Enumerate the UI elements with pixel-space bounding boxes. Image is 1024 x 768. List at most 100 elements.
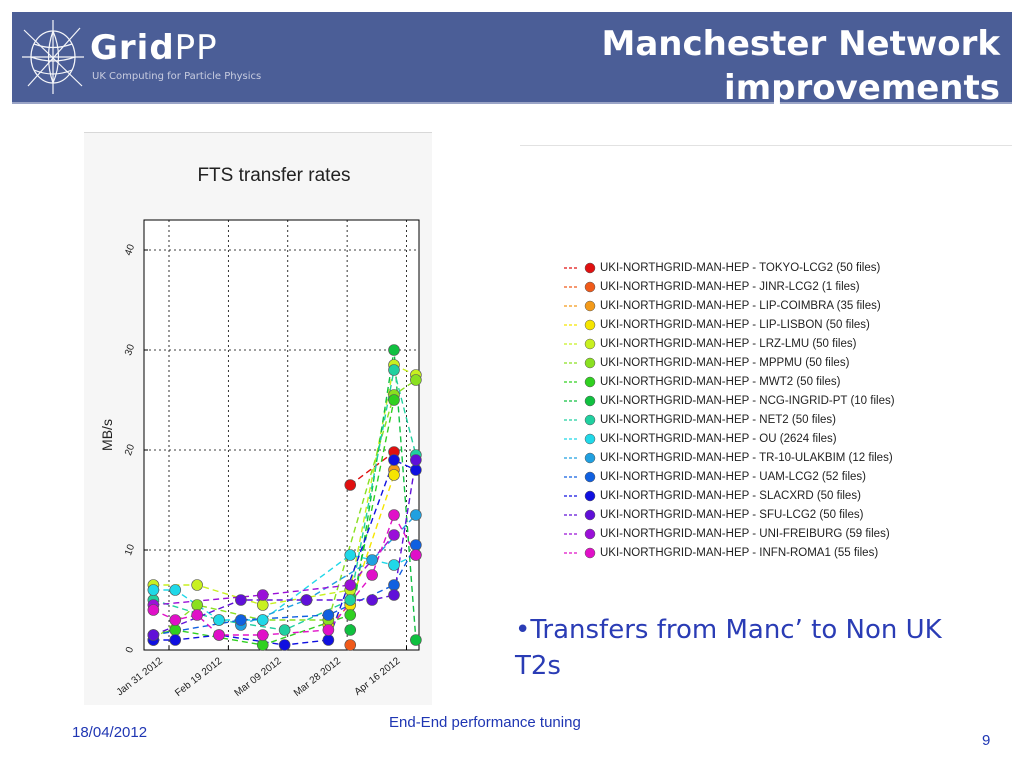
gridpp-globe-icon: [22, 20, 84, 94]
data-point: [213, 629, 225, 641]
footer-date: 18/04/2012: [72, 724, 148, 741]
legend-label: UKI-NORTHGRID-MAN-HEP - TR-10-ULAKBIM (1…: [600, 451, 893, 464]
series-line-15: [153, 513, 417, 636]
legend-marker-icon: [564, 528, 596, 540]
data-point: [344, 609, 357, 621]
data-point: [410, 454, 422, 466]
chart-title: FTS transfer rates: [197, 165, 350, 186]
bullet-text: •Transfers from Manc’ to Non UK T2s: [515, 615, 942, 681]
data-point: [278, 639, 291, 651]
data-point: [256, 589, 269, 601]
legend-item: UKI-NORTHGRID-MAN-HEP - UNI-FREIBURG (59…: [560, 524, 920, 543]
legend-item: UKI-NORTHGRID-MAN-HEP - TR-10-ULAKBIM (1…: [560, 448, 920, 467]
series-line-3: [327, 474, 395, 626]
legend-item: UKI-NORTHGRID-MAN-HEP - LRZ-LMU (50 file…: [560, 334, 920, 353]
data-point: [213, 614, 225, 626]
data-point: [410, 549, 422, 561]
slide-title: Manchester Network improvements: [440, 22, 1000, 110]
legend-marker-icon: [564, 433, 596, 445]
data-point: [388, 579, 400, 591]
y-tick-label: 20: [123, 443, 137, 458]
x-tick-label: Mar 09 2012: [233, 655, 284, 699]
data-point: [366, 594, 378, 606]
data-point: [147, 604, 160, 616]
data-point: [191, 599, 203, 611]
legend-item: UKI-NORTHGRID-MAN-HEP - UAM-LCG2 (52 fil…: [560, 467, 920, 486]
legend-item: UKI-NORTHGRID-MAN-HEP - OU (2624 files): [560, 429, 920, 448]
data-point: [388, 589, 400, 601]
legend-item: UKI-NORTHGRID-MAN-HEP - TOKYO-LCG2 (50 f…: [560, 258, 920, 277]
legend-item: UKI-NORTHGRID-MAN-HEP - LIP-LISBON (50 f…: [560, 315, 920, 334]
data-point: [322, 624, 335, 636]
data-point: [147, 629, 160, 641]
legend-item: UKI-NORTHGRID-MAN-HEP - JINR-LCG2 (1 fil…: [560, 277, 920, 296]
legend-label: UKI-NORTHGRID-MAN-HEP - OU (2624 files): [600, 432, 837, 445]
legend-marker-icon: [564, 490, 596, 502]
data-point: [169, 584, 182, 596]
data-point: [344, 579, 357, 591]
y-tick-label: 40: [123, 243, 137, 258]
data-point: [344, 624, 357, 636]
data-point: [410, 634, 422, 646]
data-point: [191, 609, 203, 621]
gridpp-logo-text: GridPP: [90, 28, 218, 68]
data-point: [410, 464, 422, 476]
slide-title-line1: Manchester Network: [601, 24, 1000, 64]
y-tick-label: 30: [123, 343, 137, 358]
legend-label: UKI-NORTHGRID-MAN-HEP - MPPMU (50 files): [600, 356, 850, 369]
logo-tagline: UK Computing for Particle Physics: [92, 71, 262, 82]
fts-chart: FTS transfer rates 0 10 20 30 40 Jan 31 2012…: [99, 165, 422, 699]
page-number: 9: [982, 732, 991, 749]
data-point: [169, 624, 182, 636]
legend-marker-icon: [564, 509, 596, 521]
series-line-11: [153, 544, 417, 636]
legend-item: UKI-NORTHGRID-MAN-HEP - LIP-COIMBRA (35 …: [560, 296, 920, 315]
legend-marker-icon: [564, 357, 596, 369]
slide-header: GridPP UK Computing for Particle Physics…: [12, 12, 1012, 108]
legend-label: UKI-NORTHGRID-MAN-HEP - SLACXRD (50 file…: [600, 489, 861, 502]
legend-marker-icon: [564, 395, 596, 407]
data-point: [322, 609, 335, 621]
legend-item: UKI-NORTHGRID-MAN-HEP - MPPMU (50 files): [560, 353, 920, 372]
data-point: [147, 584, 160, 596]
x-tick-label: Jan 31 2012: [115, 655, 165, 698]
data-point: [256, 639, 269, 651]
legend-marker-icon: [564, 319, 596, 331]
data-point: [169, 614, 182, 626]
data-point: [388, 364, 400, 376]
legend-label: UKI-NORTHGRID-MAN-HEP - SFU-LCG2 (50 fil…: [600, 508, 864, 521]
legend-item: UKI-NORTHGRID-MAN-HEP - INFN-ROMA1 (55 f…: [560, 543, 920, 562]
legend-label: UKI-NORTHGRID-MAN-HEP - UAM-LCG2 (52 fil…: [600, 470, 867, 483]
data-point: [344, 549, 357, 561]
legend-item: UKI-NORTHGRID-MAN-HEP - NET2 (50 files): [560, 410, 920, 429]
legend-marker-icon: [564, 471, 596, 483]
data-point: [322, 634, 335, 646]
chart-legend: UKI-NORTHGRID-MAN-HEP - TOKYO-LCG2 (50 f…: [560, 258, 920, 562]
data-point: [388, 344, 400, 356]
divider: [520, 145, 1012, 146]
data-point: [388, 509, 400, 521]
data-point: [344, 479, 357, 491]
data-point: [366, 554, 378, 566]
legend-label: UKI-NORTHGRID-MAN-HEP - MWT2 (50 files): [600, 375, 841, 388]
data-point: [410, 539, 422, 551]
data-point: [256, 614, 269, 626]
series-line-10: [240, 514, 417, 626]
series-line-0: [349, 451, 395, 486]
legend-label: UKI-NORTHGRID-MAN-HEP - NCG-INGRID-PT (1…: [600, 394, 895, 407]
legend-label: UKI-NORTHGRID-MAN-HEP - TOKYO-LCG2 (50 f…: [600, 261, 881, 274]
slide-title-line2: improvements: [724, 68, 1000, 108]
data-point: [300, 594, 313, 606]
x-tick-label: Feb 19 2012: [173, 655, 224, 699]
legend-item: UKI-NORTHGRID-MAN-HEP - MWT2 (50 files): [560, 372, 920, 391]
data-point: [191, 579, 203, 591]
series-line-13: [153, 459, 417, 636]
data-point: [410, 509, 422, 521]
y-axis-label: MB/s: [99, 419, 115, 451]
data-point: [388, 469, 400, 481]
chart-panel: FTS transfer rates 0 10 20 30 40 Jan 31 2012…: [84, 132, 432, 705]
data-point: [410, 374, 422, 386]
x-tick-label: Mar 28 2012: [292, 655, 343, 699]
legend-marker-icon: [564, 414, 596, 426]
legend-item: UKI-NORTHGRID-MAN-HEP - NCG-INGRID-PT (1…: [560, 391, 920, 410]
